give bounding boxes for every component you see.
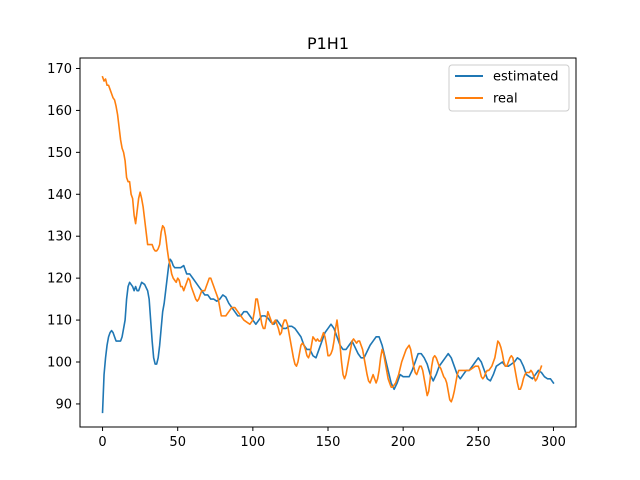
x-tick-label: 100 [240, 435, 265, 450]
x-tick-label: 150 [316, 435, 341, 450]
y-tick-label: 160 [47, 104, 72, 119]
y-tick-label: 90 [55, 397, 72, 412]
axes-frame [79, 57, 577, 428]
y-tick-label: 110 [47, 314, 72, 329]
y-axis: 90 100 110 120 130 140 150 160 170 [47, 62, 80, 412]
legend-label-real: real [493, 92, 518, 107]
x-tick-label: 50 [169, 435, 186, 450]
x-tick-label: 0 [98, 435, 106, 450]
y-tick-label: 130 [47, 230, 72, 245]
y-tick-label: 170 [47, 62, 72, 77]
x-tick-label: 300 [541, 435, 566, 450]
y-tick-label: 150 [47, 146, 72, 161]
y-tick-label: 140 [47, 188, 72, 203]
y-tick-label: 100 [47, 356, 72, 371]
series-line-estimated [101, 258, 555, 414]
y-tick-label: 120 [47, 272, 72, 287]
chart-title: P1H1 [307, 34, 349, 53]
plot-area [101, 75, 555, 414]
x-tick-label: 250 [466, 435, 491, 450]
x-tick-label: 200 [391, 435, 416, 450]
x-axis: 0 50 100 150 200 250 300 [98, 427, 566, 450]
legend-label-estimated: estimated [493, 70, 558, 85]
series-line-real [101, 75, 543, 403]
legend: estimated real [448, 64, 570, 112]
